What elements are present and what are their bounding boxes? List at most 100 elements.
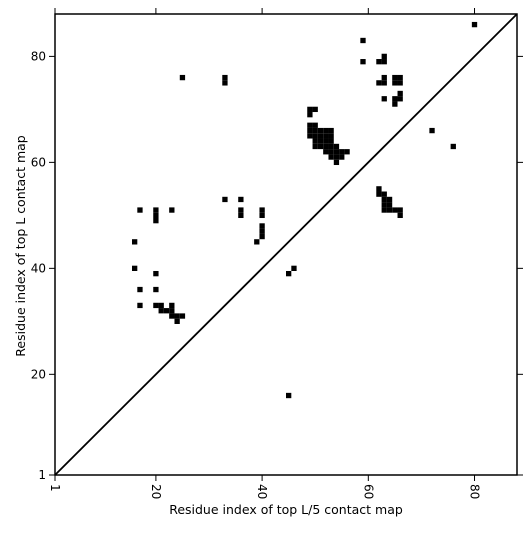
contact-cell [153, 212, 159, 219]
contact-cell [360, 37, 366, 44]
contact-cell [376, 191, 382, 197]
contact-cell [381, 196, 387, 203]
contact-cell [307, 133, 313, 139]
contact-cell [259, 212, 265, 219]
contact-cell [381, 53, 387, 60]
contact-cell [381, 74, 387, 81]
contact-cell [328, 154, 334, 160]
contact-cell [259, 223, 265, 229]
contact-cell [259, 207, 265, 213]
contact-cell [381, 207, 387, 213]
x-tick-label: 80 [468, 484, 482, 499]
contact-cell [158, 308, 164, 314]
diagonal-line [54, 13, 518, 476]
contact-cell [392, 101, 398, 107]
contact-cell [392, 80, 398, 86]
contact-cell [429, 127, 435, 134]
contact-cell [333, 149, 340, 155]
y-axis-label: Residue index of top L contact map [13, 135, 28, 356]
contact-cell [286, 270, 292, 277]
contact-cell [259, 228, 265, 234]
contact-cell [312, 122, 318, 128]
contact-cell [137, 286, 143, 293]
contact-cell [392, 207, 398, 213]
contact-cell [323, 149, 329, 155]
contact-cell [169, 207, 175, 213]
contact-cell [169, 308, 175, 314]
contact-cell [169, 302, 175, 309]
contacts-layer [132, 21, 478, 399]
contact-cell [317, 138, 324, 144]
x-tick-label: 1 [48, 484, 62, 492]
contact-cell [137, 302, 143, 309]
contact-cell [328, 133, 334, 139]
contact-cell [254, 239, 260, 245]
contact-cell [360, 59, 366, 65]
contact-cell [323, 138, 329, 144]
contact-cell [307, 127, 313, 134]
contact-cell [381, 202, 387, 208]
contact-cell [333, 159, 340, 166]
contact-cell [381, 191, 387, 197]
contact-cell [137, 207, 143, 213]
contact-cell [174, 313, 180, 319]
contact-cell [392, 96, 398, 102]
contact-cell [397, 96, 403, 102]
contact-cell [238, 212, 244, 219]
contact-cell [397, 80, 403, 86]
contact-cell [238, 207, 244, 213]
contact-cell [312, 133, 318, 139]
contact-cell [381, 80, 387, 86]
contact-cell [328, 143, 334, 150]
contact-cell [153, 286, 159, 293]
contact-cell [323, 127, 329, 134]
contact-cell [312, 138, 318, 144]
contact-cell [222, 80, 228, 86]
contact-cell [328, 127, 334, 134]
contact-cell [317, 133, 324, 139]
contact-cell [153, 207, 159, 213]
plot-frame [54, 13, 518, 476]
contact-cell [386, 202, 393, 208]
contact-cell [317, 127, 324, 134]
contact-cell [132, 265, 138, 271]
contact-cell [323, 133, 329, 139]
contact-cell [286, 392, 292, 399]
contact-cell [376, 186, 382, 192]
x-tick-label: 40 [255, 484, 269, 499]
contact-cell [291, 265, 297, 271]
contact-cell [259, 233, 265, 240]
contact-cell [397, 90, 403, 97]
contact-cell [450, 143, 456, 150]
contact-cell [158, 302, 164, 309]
contact-cell [397, 74, 403, 81]
contact-cell [163, 308, 170, 314]
contact-cell [333, 154, 340, 160]
contact-cell [222, 74, 228, 81]
contact-cell [471, 21, 478, 28]
x-tick-label: 20 [149, 484, 163, 499]
ticks-layer: 1 20 40 60 80 1 20 40 60 80 [31, 8, 523, 499]
contact-cell [386, 196, 393, 203]
contact-cell [333, 143, 340, 150]
contact-cell [179, 74, 186, 81]
contact-cell [317, 143, 324, 150]
contact-cell [238, 196, 244, 203]
contact-cell [153, 270, 159, 277]
y-tick-label: 60 [31, 155, 46, 169]
contact-cell [344, 149, 350, 155]
contact-cell [153, 218, 159, 224]
contact-cell [328, 138, 334, 144]
contact-cell [312, 106, 318, 113]
contact-cell [386, 207, 393, 213]
contact-cell [323, 143, 329, 150]
contact-cell [222, 196, 228, 203]
y-tick-label: 40 [31, 261, 46, 275]
y-tick-label: 20 [31, 367, 46, 381]
x-axis-label: Residue index of top L/5 contact map [169, 502, 403, 517]
x-tick-label: 60 [361, 484, 375, 499]
contact-cell [392, 74, 398, 81]
contact-cell [179, 313, 186, 319]
